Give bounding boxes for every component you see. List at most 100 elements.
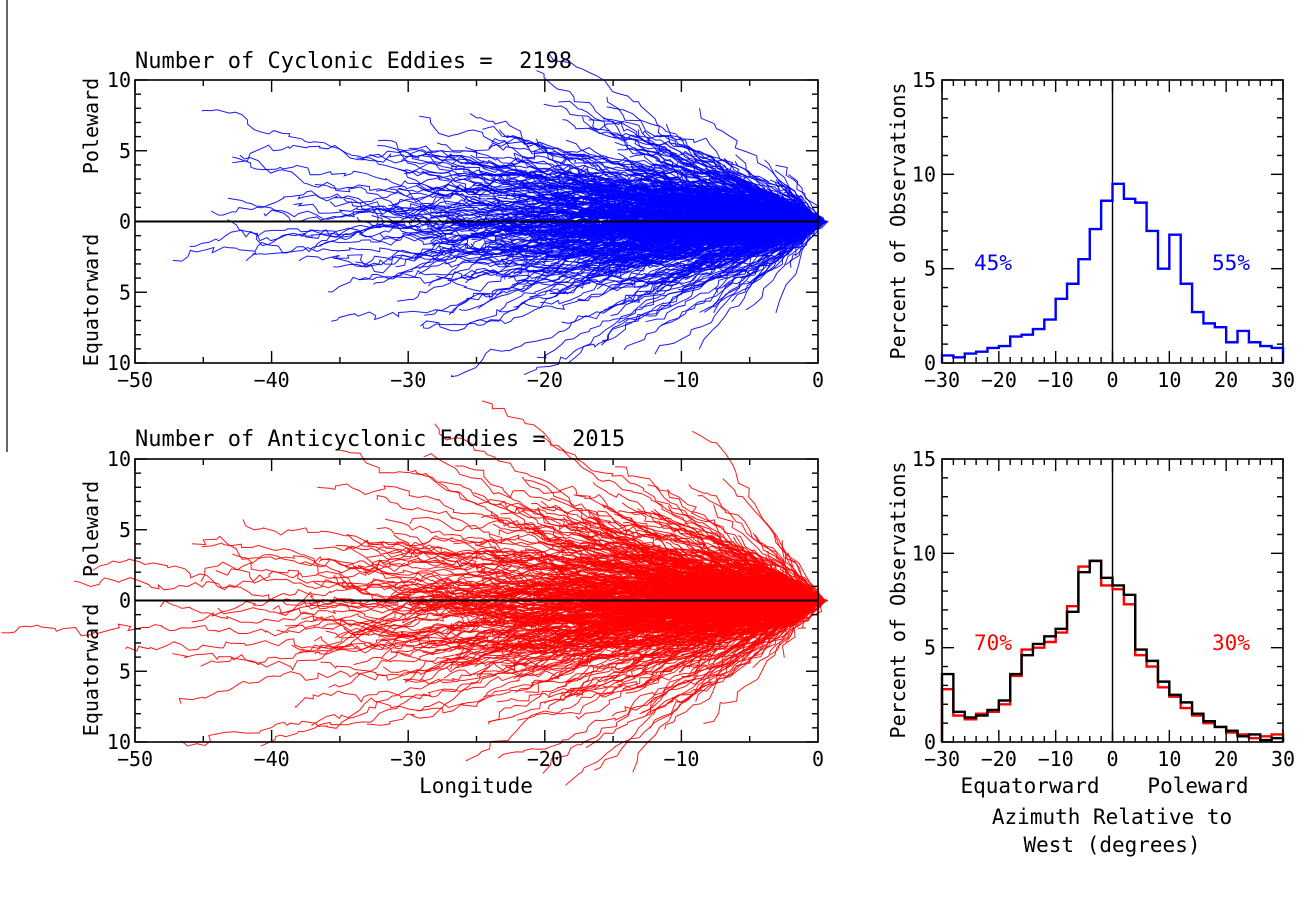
y-tick-label: 10 (912, 162, 936, 186)
eddy-track (488, 137, 821, 222)
eddy-track (421, 192, 820, 227)
eddy-track (537, 435, 819, 601)
annotation-left-pct: 45% (974, 251, 1012, 275)
eddy-track (705, 600, 823, 624)
y-tick-label: 10 (107, 730, 131, 754)
ylabel: Percent of Observations (886, 83, 910, 360)
x-tick-label: 30 (1271, 747, 1295, 771)
chart-title: Number of Cyclonic Eddies = 2198 (135, 49, 572, 74)
eddy-track (617, 221, 826, 324)
eddy-track (720, 582, 825, 604)
x-tick-label: −30 (924, 747, 960, 771)
eddy-track (708, 565, 821, 601)
eddy-track (785, 221, 828, 266)
x-tick-label: 0 (812, 368, 824, 392)
eddy-track (529, 221, 820, 243)
y-tick-label: 5 (119, 518, 131, 542)
x-tick-label: −10 (663, 368, 699, 392)
axes: −50 −40 −30 −20 −10 0 10 5 0 5 10 (107, 447, 824, 771)
eddy-track (754, 534, 820, 601)
ylabel: Percent of Observations (886, 462, 910, 739)
eddy-track (777, 180, 820, 222)
y-tick-label: 5 (119, 139, 131, 163)
eddy-track (749, 600, 820, 649)
y-tick-label: 0 (119, 210, 131, 234)
eddy-track (416, 600, 822, 714)
eddy-track (632, 600, 822, 773)
eddy-track (769, 600, 827, 656)
eddy-track (797, 600, 827, 630)
eddy-track (442, 600, 821, 658)
annotation-right-pct: 30% (1212, 631, 1250, 655)
xlabel-line1: Azimuth Relative to (992, 805, 1232, 829)
x-tick-label: −30 (390, 368, 426, 392)
x-tick-label: −50 (117, 747, 153, 771)
eddy-track (765, 522, 824, 601)
cyclonic-azimuth-histogram: −30 −20 −10 0 10 20 30 0 5 10 15 Percent of Observ… (886, 68, 1295, 392)
eddy-track (596, 207, 822, 234)
x-tick-label: −40 (254, 368, 290, 392)
eddy-track (510, 212, 823, 244)
eddy-track (404, 600, 822, 683)
eddy-track (442, 600, 820, 667)
x-tick-label: 20 (1214, 747, 1238, 771)
histogram-step-line (940, 182, 1285, 363)
eddy-track (487, 600, 822, 723)
y-tick-label: 10 (107, 68, 131, 92)
eddy-track (776, 221, 820, 255)
y-tick-label: 5 (119, 280, 131, 304)
eddy-track (714, 221, 823, 294)
eddy-track (608, 220, 824, 272)
x-tick-label: −10 (663, 747, 699, 771)
eddy-track (708, 600, 826, 676)
x-tick-label: −40 (254, 747, 290, 771)
eddy-track (567, 600, 821, 683)
y-tick-label: 0 (924, 351, 936, 375)
y-tick-label: 10 (107, 351, 131, 375)
eddy-track (725, 221, 821, 265)
eddy-track (588, 599, 823, 614)
eddy-track (731, 566, 826, 601)
x-tick-label: −20 (981, 747, 1017, 771)
eddy-track (592, 221, 825, 273)
eddy-track (693, 153, 827, 222)
axes: −50 −40 −30 −20 −10 0 10 5 0 5 10 (107, 68, 824, 392)
cyclonic-tracks (172, 52, 829, 378)
eddy-track (717, 221, 822, 280)
eddy-track (201, 109, 821, 222)
eddy-track (726, 584, 823, 601)
eddy-track (579, 221, 823, 283)
y-tick-label: 0 (924, 730, 936, 754)
eddy-track (722, 478, 826, 601)
eddy-track (313, 600, 821, 646)
eddy-track (664, 600, 817, 730)
xlabel-poleward: Poleward (1147, 774, 1248, 798)
eddy-track (564, 211, 817, 224)
xlabel-equatorward: Equatorward (960, 774, 1099, 798)
eddy-track (608, 600, 828, 651)
x-tick-label: −20 (981, 368, 1017, 392)
axes: −30 −20 −10 0 10 20 30 0 5 10 15 (912, 68, 1295, 392)
ylabel-poleward: Poleward (79, 78, 103, 174)
eddy-track (464, 163, 825, 222)
eddy-track (744, 186, 819, 222)
x-tick-label: −30 (924, 368, 960, 392)
y-tick-label: 0 (119, 589, 131, 613)
eddy-track (572, 521, 825, 601)
anticyclonic-azimuth-histogram: −30 −20 −10 0 10 20 30 0 5 10 15 Percent of Observ… (886, 447, 1295, 857)
x-tick-label: −10 (1038, 368, 1074, 392)
eddy-track (621, 502, 820, 601)
histogram-series (940, 182, 1285, 363)
xlabel: Longitude (419, 774, 533, 798)
eddy-track (637, 508, 822, 601)
cyclonic-track-panel: −50 −40 −30 −20 −10 0 10 5 0 5 10 Number of Cyclon… (79, 49, 829, 392)
x-tick-label: 20 (1214, 368, 1238, 392)
x-tick-label: 10 (1157, 368, 1181, 392)
y-tick-label: 5 (119, 659, 131, 683)
eddy-track (743, 600, 826, 662)
eddy-track (716, 213, 819, 222)
eddy-track (625, 600, 826, 694)
eddy-track (610, 183, 825, 222)
x-tick-label: −20 (527, 368, 563, 392)
